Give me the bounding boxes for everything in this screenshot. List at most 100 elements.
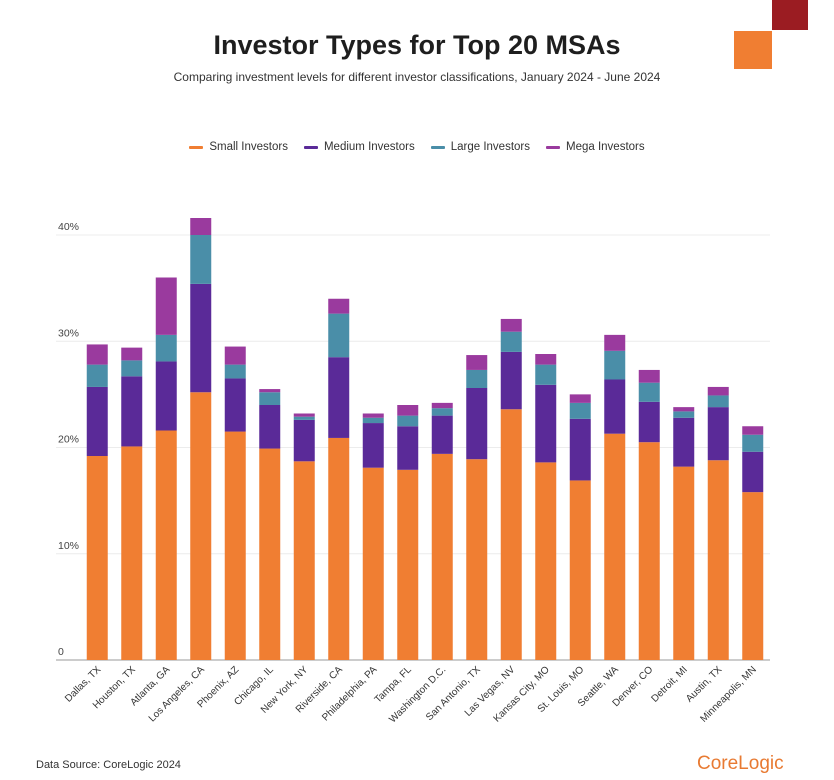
- bar-segment-medium: [569, 418, 591, 481]
- bar-segment-small: [431, 453, 453, 660]
- legend-item-medium: Medium Investors: [303, 141, 415, 153]
- bar-segment-medium: [742, 451, 764, 493]
- legend-swatch-small: [189, 145, 204, 149]
- chart-subtitle: Comparing investment levels for differen…: [173, 70, 661, 84]
- decorative-orange-square: [734, 31, 772, 69]
- bar-segment-medium: [293, 419, 315, 462]
- bar-segment-medium: [362, 423, 384, 468]
- bar-segment-medium: [535, 384, 557, 463]
- bar-segment-mega: [466, 355, 488, 370]
- data-source: Data Source: CoreLogic 2024: [36, 759, 181, 771]
- bar-segment-mega: [707, 386, 729, 396]
- legend-label-large: Large Investors: [450, 141, 530, 153]
- bar-segment-mega: [362, 413, 384, 418]
- bar-segment-large: [190, 235, 212, 284]
- bar-segment-mega: [328, 298, 350, 314]
- bar-segment-mega: [500, 318, 522, 332]
- bar-segment-large: [707, 395, 729, 408]
- bar-segment-small: [121, 446, 143, 660]
- bar-segment-medium: [431, 415, 453, 454]
- bar-segment-small: [224, 431, 246, 660]
- y-tick-label: 20%: [58, 434, 79, 446]
- bar-segment-large: [500, 331, 522, 352]
- bar-segment-small: [155, 430, 177, 660]
- bar-segment-medium: [604, 379, 626, 434]
- bar-segment-mega: [569, 394, 591, 403]
- bar-segment-mega: [742, 426, 764, 435]
- bar-segment-large: [397, 415, 419, 427]
- bar-segment-large: [535, 364, 557, 385]
- bar-segment-large: [293, 416, 315, 420]
- bar-segment-mega: [604, 334, 626, 351]
- legend-swatch-medium: [303, 145, 318, 149]
- bar-segment-mega: [535, 354, 557, 365]
- y-tick-label: 40%: [58, 221, 79, 233]
- bar-segment-large: [431, 408, 453, 416]
- bar-segment-small: [673, 466, 695, 660]
- bar-segment-small: [293, 461, 315, 660]
- corelogic-logo: CoreLogic: [697, 753, 784, 774]
- bar-segment-medium: [328, 357, 350, 438]
- bar-segment-small: [569, 480, 591, 660]
- bar-segment-small: [535, 462, 557, 660]
- bar-segment-medium: [86, 386, 108, 456]
- decorative-red-square: [772, 0, 808, 30]
- bar-segment-small: [638, 442, 660, 660]
- bar-segment-small: [604, 433, 626, 660]
- legend-label-medium: Medium Investors: [323, 141, 415, 153]
- bar-segment-large: [466, 369, 488, 388]
- bar-segment-medium: [466, 388, 488, 460]
- bar-segment-mega: [190, 218, 212, 235]
- y-tick-label: 0: [58, 646, 64, 658]
- bar-segment-small: [397, 469, 419, 660]
- bar-segment-medium: [259, 405, 281, 449]
- x-tick-label: Detroit, MI: [649, 664, 689, 704]
- bar-segment-small: [86, 456, 108, 660]
- bar-segment-medium: [190, 283, 212, 393]
- bar-segment-large: [155, 334, 177, 362]
- bar-segment-medium: [707, 407, 729, 461]
- legend-item-large: Large Investors: [430, 141, 530, 153]
- bar-segment-small: [259, 448, 281, 660]
- bar-segment-large: [362, 417, 384, 424]
- bar-segment-mega: [673, 407, 695, 412]
- bar-segment-mega: [121, 347, 143, 361]
- y-tick-label: 30%: [58, 327, 79, 339]
- bar-segment-large: [638, 382, 660, 402]
- bar-segment-large: [259, 392, 281, 405]
- bar-segment-mega: [259, 389, 281, 393]
- legend-label-small: Small Investors: [209, 141, 288, 153]
- bar-segment-small: [190, 392, 212, 660]
- bar-segment-mega: [397, 405, 419, 416]
- bar-segment-large: [742, 434, 764, 452]
- legend-item-small: Small Investors: [189, 141, 288, 153]
- bar-segment-mega: [224, 346, 246, 365]
- bar-segment-large: [569, 402, 591, 419]
- bar-segment-medium: [155, 361, 177, 431]
- bar-segment-medium: [500, 351, 522, 410]
- bar-segment-small: [742, 492, 764, 660]
- legend-swatch-mega: [546, 145, 560, 149]
- bar-segment-small: [362, 467, 384, 660]
- bar-segment-mega: [155, 277, 177, 335]
- bar-segment-mega: [431, 402, 453, 409]
- bar-segment-mega: [86, 344, 108, 365]
- legend-swatch-large: [430, 145, 445, 149]
- bar-segment-large: [604, 350, 626, 380]
- bar-segment-large: [328, 313, 350, 358]
- bar-segment-medium: [397, 426, 419, 470]
- bar-segment-medium: [121, 376, 143, 447]
- y-tick-label: 10%: [58, 540, 79, 552]
- bar-segment-small: [500, 409, 522, 660]
- bar-segment-medium: [673, 417, 695, 467]
- legend: Small Investors Medium Investors Large I…: [0, 141, 834, 153]
- bar-segment-large: [86, 364, 108, 387]
- bar-segment-small: [466, 459, 488, 660]
- bar-segment-mega: [638, 369, 660, 383]
- legend-label-mega: Mega Investors: [566, 141, 645, 153]
- chart-title: Investor Types for Top 20 MSAs: [213, 30, 621, 60]
- bar-segment-small: [707, 460, 729, 660]
- bar-segment-large: [673, 411, 695, 418]
- bar-segment-medium: [224, 378, 246, 432]
